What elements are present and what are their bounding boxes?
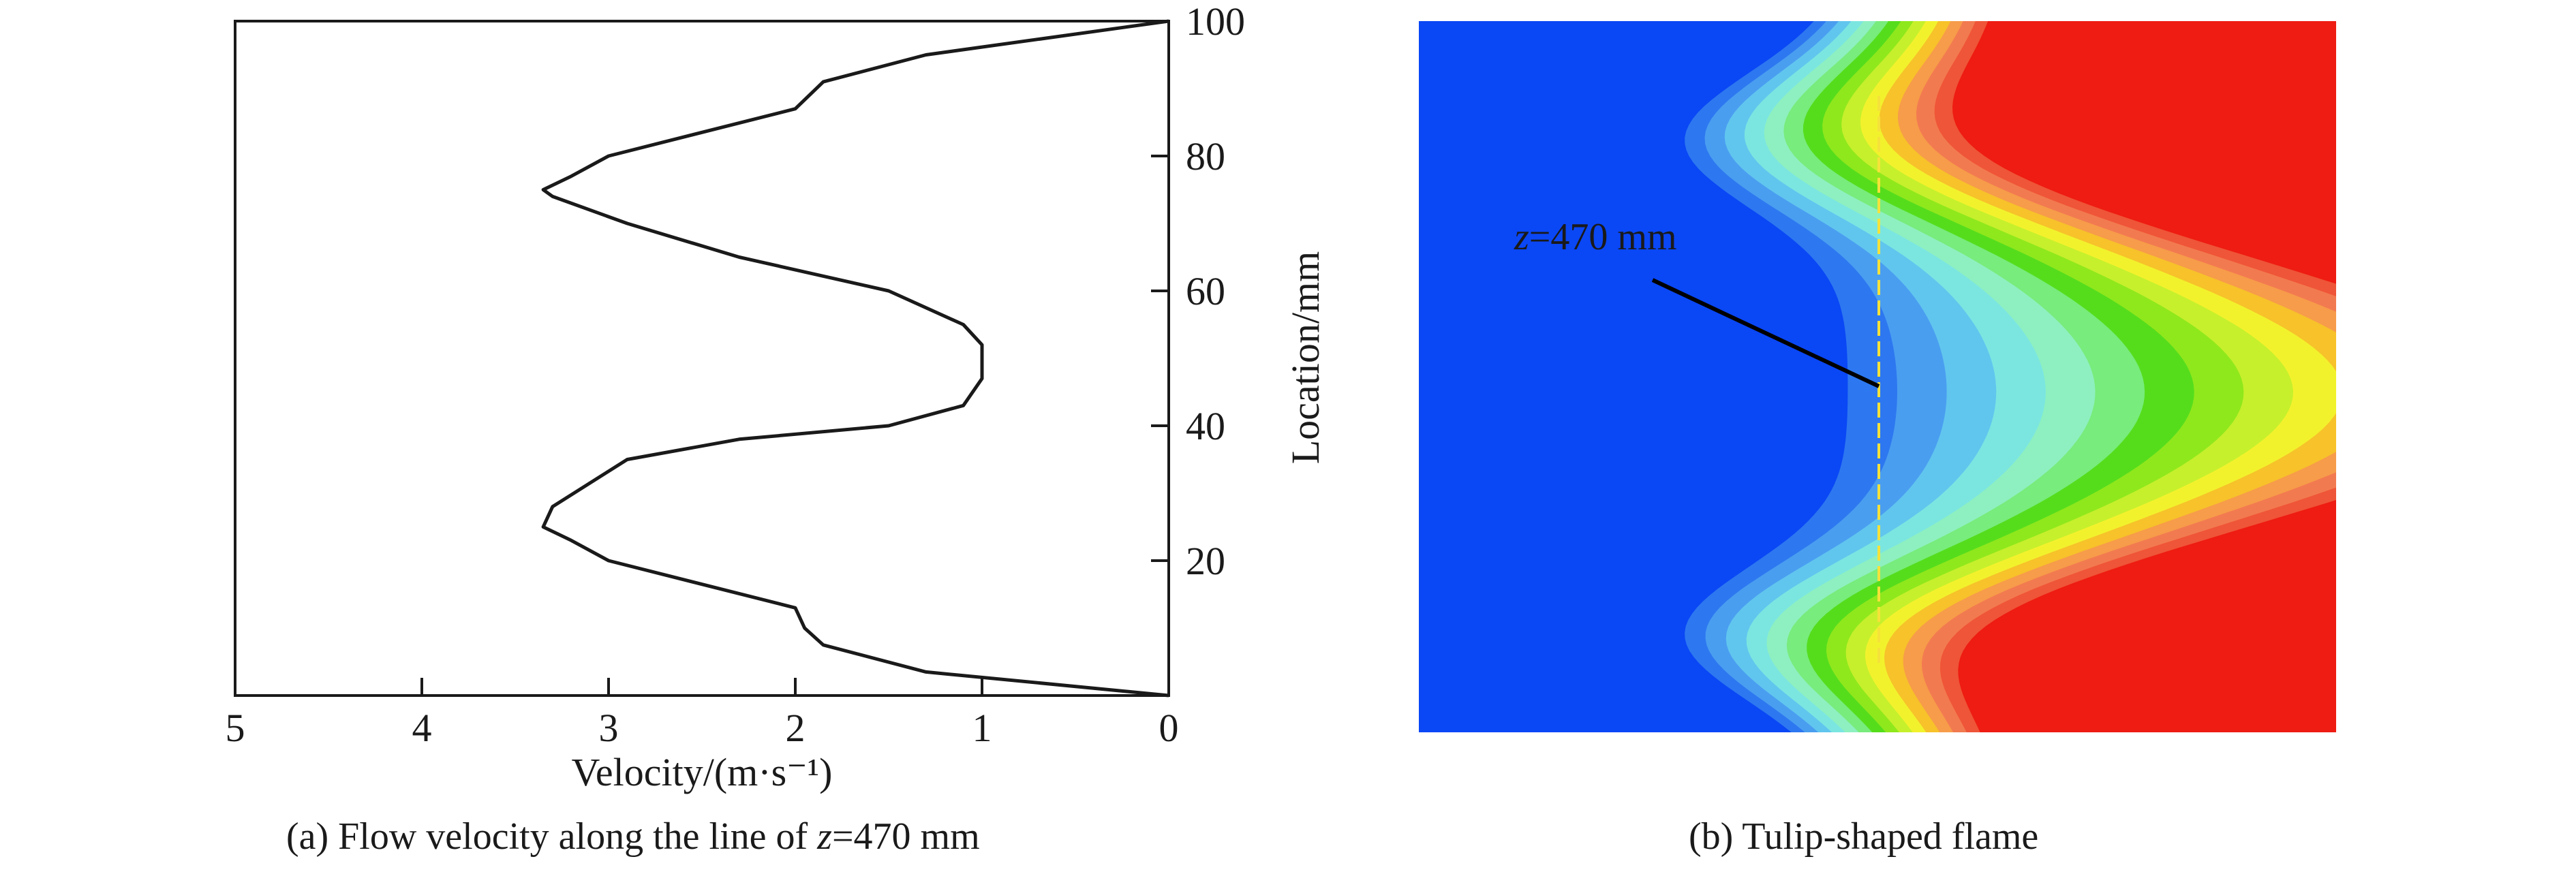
x-tick-label: 0 xyxy=(1159,706,1179,750)
x-tick-label: 4 xyxy=(412,706,432,750)
annotation-text: =470 mm xyxy=(1529,216,1677,258)
x-tick-label: 3 xyxy=(599,706,619,750)
y-tick-label: 80 xyxy=(1186,134,1225,178)
x-tick-label: 1 xyxy=(972,706,992,750)
flame-contour: z=470 mm xyxy=(1419,21,2336,732)
x-axis-title: Velocity/(m·s⁻¹) xyxy=(571,750,832,794)
caption-b: (b) Tulip-shaped flame xyxy=(1689,815,2039,858)
y-tick-label: 60 xyxy=(1186,269,1225,313)
x-axis-ticks: 5 4 3 2 1 0 xyxy=(226,678,1179,750)
annotation-var: z xyxy=(1514,216,1529,258)
y-tick-label: 40 xyxy=(1186,404,1225,448)
y-tick-label: 20 xyxy=(1186,539,1225,583)
annotation-label: z=470 mm xyxy=(1514,216,1677,258)
caption-a-prefix: (a) Flow velocity along the line of xyxy=(286,815,818,858)
y-axis-title: Location/mm xyxy=(1283,251,1328,465)
plot-frame xyxy=(234,20,1170,697)
y-axis-ticks: 20 40 60 80 100 xyxy=(1151,0,1245,583)
caption-a-suffix: =470 mm xyxy=(831,815,980,858)
unburnt-region xyxy=(1419,21,1848,732)
annotation-leader-line xyxy=(1651,278,1880,388)
tulip-flame-panel: z=470 mm xyxy=(1419,21,2336,732)
x-tick-label: 5 xyxy=(226,706,245,750)
velocity-line xyxy=(541,19,1169,698)
x-tick-label: 2 xyxy=(786,706,806,750)
caption-a: (a) Flow velocity along the line of z=47… xyxy=(286,815,980,858)
caption-a-var: z xyxy=(817,815,832,858)
y-tick-label: 100 xyxy=(1186,0,1245,44)
